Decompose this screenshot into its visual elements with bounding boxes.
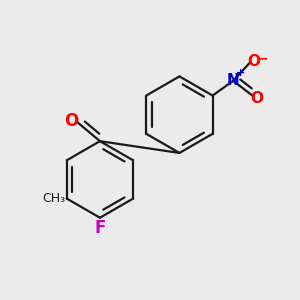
Text: F: F	[94, 219, 106, 237]
Text: +: +	[236, 68, 245, 78]
Text: N: N	[227, 73, 240, 88]
Text: CH₃: CH₃	[42, 192, 65, 205]
Text: O: O	[250, 91, 263, 106]
Text: O: O	[247, 54, 260, 69]
Text: −: −	[257, 52, 268, 66]
Text: O: O	[64, 112, 79, 130]
